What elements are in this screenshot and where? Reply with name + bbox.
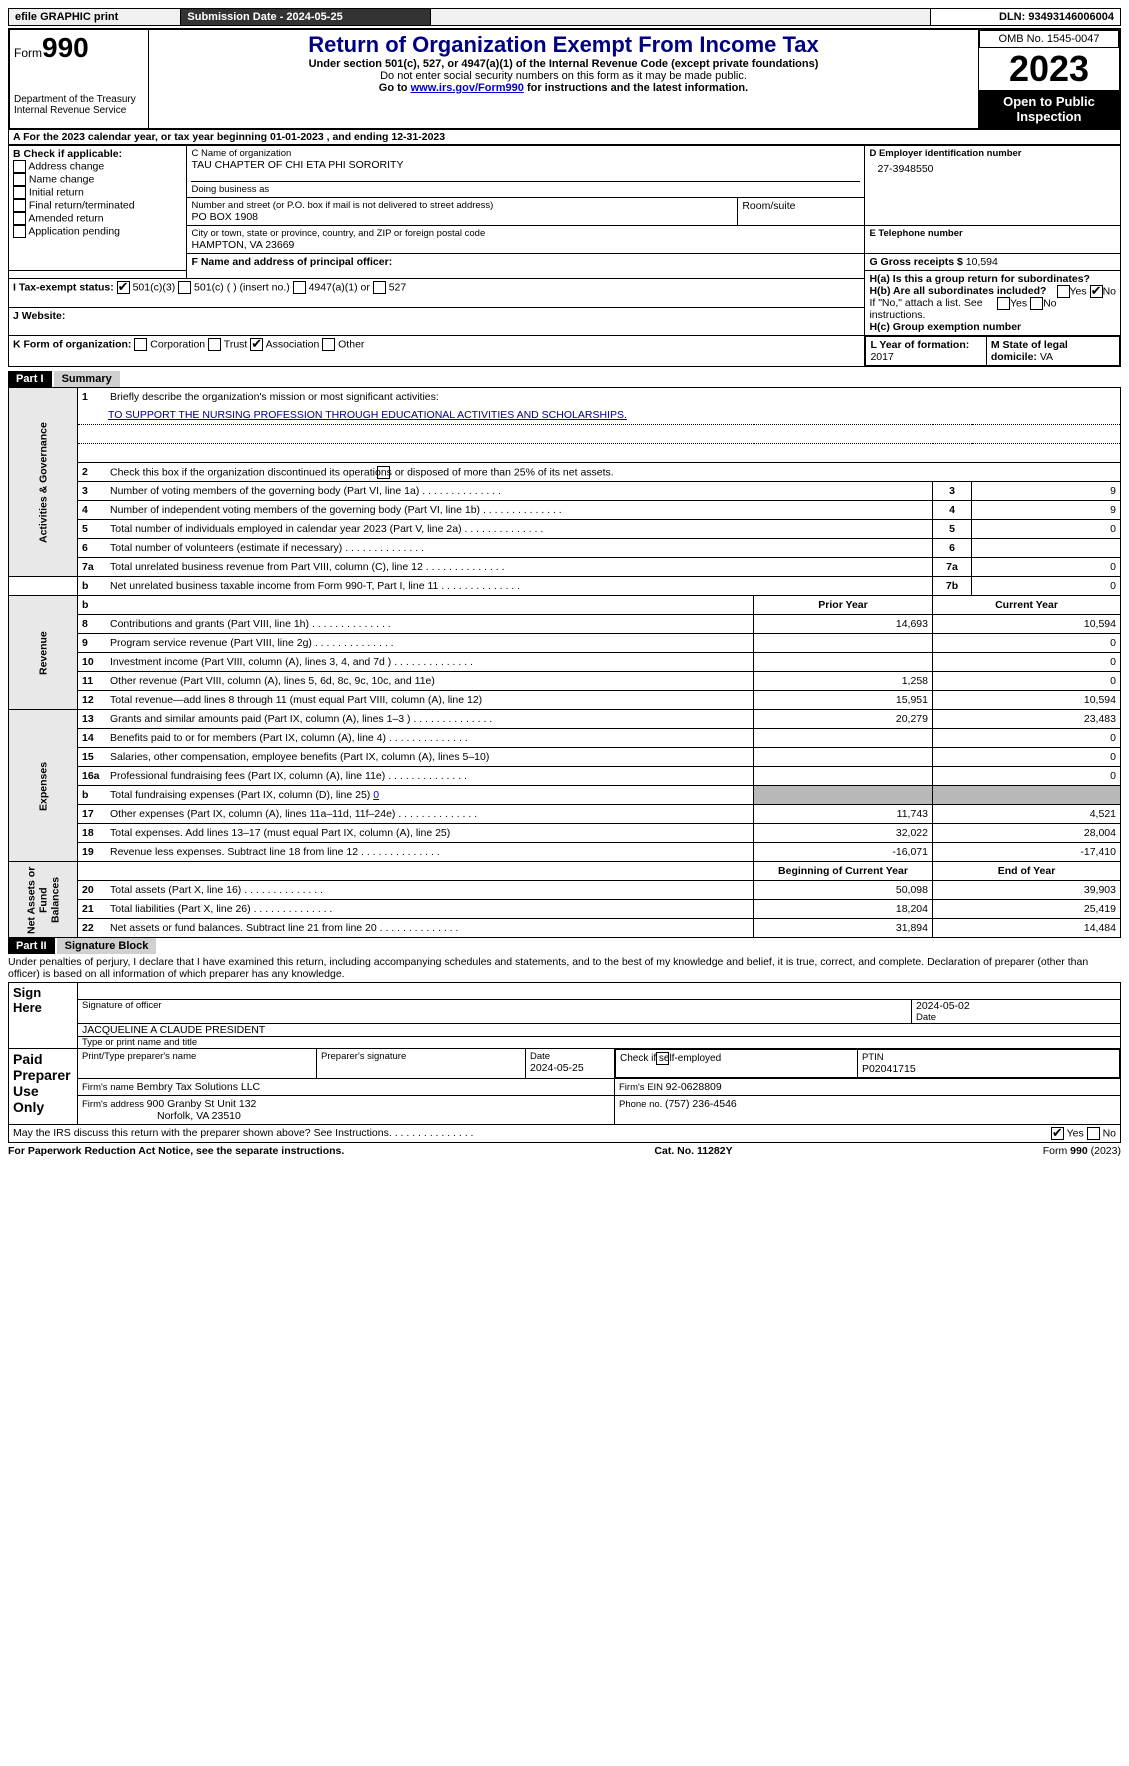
irs-link[interactable]: www.irs.gov/Form990 (411, 82, 524, 94)
part1-hdr: Part I (8, 371, 52, 387)
firm-name: Bembry Tax Solutions LLC (137, 1081, 261, 1093)
omb-no: OMB No. 1545-0047 (979, 30, 1119, 48)
ptin: P02041715 (862, 1063, 1115, 1075)
dept-label: Department of the Treasury Internal Reve… (14, 94, 144, 116)
side-revenue: Revenue (9, 596, 78, 710)
sign-here: Sign Here (9, 983, 78, 1049)
domicile-state: VA (1040, 351, 1053, 363)
gross-receipts: 10,594 (966, 256, 998, 268)
officer-name: JACQUELINE A CLAUDE PRESIDENT (78, 1024, 1120, 1037)
open-inspection: Open to Public Inspection (979, 90, 1119, 128)
section-f: F Name and address of principal officer: (191, 256, 860, 268)
section-b-label: B Check if applicable: (13, 148, 182, 160)
side-expenses: Expenses (9, 710, 78, 862)
perjury-decl: Under penalties of perjury, I declare th… (8, 954, 1121, 982)
prep-date: 2024-05-25 (530, 1062, 610, 1074)
form-title: Return of Organization Exempt From Incom… (153, 32, 974, 58)
website: J Website: (13, 310, 65, 322)
dln: DLN: 93493146006004 (931, 9, 1121, 26)
org-name: TAU CHAPTER OF CHI ETA PHI SORORITY (191, 159, 860, 171)
side-activities: Activities & Governance (9, 388, 78, 577)
firm-ein: 92-0628809 (666, 1081, 722, 1093)
line-a: A For the 2023 calendar year, or tax yea… (8, 130, 1121, 145)
signature-block: Sign Here Signature of officer 2024-05-0… (8, 982, 1121, 1143)
submission-date: Submission Date - 2024-05-25 (181, 9, 430, 26)
mission: TO SUPPORT THE NURSING PROFESSION THROUG… (108, 409, 627, 421)
efile-label: efile GRAPHIC print (9, 9, 181, 26)
city-state-zip: HAMPTON, VA 23669 (191, 239, 860, 251)
summary-table: Activities & Governance 1Briefly describ… (8, 387, 1121, 938)
form-header: Form990 Department of the Treasury Inter… (8, 28, 1121, 130)
year-formation: 2017 (870, 351, 893, 363)
firm-phone: (757) 236-4546 (665, 1098, 737, 1110)
part2-hdr: Part II (8, 938, 55, 954)
page-footer: For Paperwork Reduction Act Notice, see … (8, 1143, 1121, 1159)
ein: 27-3948550 (869, 159, 1116, 179)
sig-date: 2024-05-02 (916, 1000, 1116, 1012)
group-exemption: H(c) Group exemption number (869, 321, 1021, 333)
tax-year: 2023 (979, 48, 1119, 90)
v3: 9 (972, 482, 1121, 501)
paid-preparer: Paid Preparer Use Only (9, 1049, 78, 1125)
top-bar: efile GRAPHIC print Submission Date - 20… (8, 8, 1121, 26)
entity-block: B Check if applicable: Address change Na… (8, 145, 1121, 367)
street: PO BOX 1908 (191, 211, 733, 223)
side-netassets: Net Assets or Fund Balances (9, 862, 78, 938)
